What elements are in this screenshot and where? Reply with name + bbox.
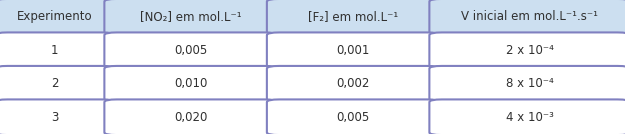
FancyBboxPatch shape [429, 0, 625, 35]
FancyBboxPatch shape [267, 0, 439, 35]
FancyBboxPatch shape [0, 99, 114, 134]
Text: 3: 3 [51, 111, 58, 124]
FancyBboxPatch shape [104, 99, 277, 134]
Text: 0,002: 0,002 [336, 77, 370, 90]
Text: 0,010: 0,010 [174, 77, 208, 90]
FancyBboxPatch shape [0, 0, 114, 35]
FancyBboxPatch shape [0, 32, 114, 68]
Text: [NO₂] em mol.L⁻¹: [NO₂] em mol.L⁻¹ [140, 10, 241, 23]
FancyBboxPatch shape [267, 99, 439, 134]
FancyBboxPatch shape [429, 66, 625, 102]
Text: 0,001: 0,001 [336, 44, 370, 57]
FancyBboxPatch shape [429, 32, 625, 68]
FancyBboxPatch shape [104, 32, 277, 68]
FancyBboxPatch shape [267, 66, 439, 102]
Text: 4 x 10⁻³: 4 x 10⁻³ [506, 111, 554, 124]
Text: Experimento: Experimento [17, 10, 92, 23]
Text: 0,005: 0,005 [174, 44, 208, 57]
Text: 0,020: 0,020 [174, 111, 208, 124]
FancyBboxPatch shape [0, 66, 114, 102]
Text: V inicial em mol.L⁻¹.s⁻¹: V inicial em mol.L⁻¹.s⁻¹ [461, 10, 598, 23]
Text: 0,005: 0,005 [336, 111, 370, 124]
FancyBboxPatch shape [429, 99, 625, 134]
Text: 2: 2 [51, 77, 59, 90]
FancyBboxPatch shape [104, 66, 277, 102]
FancyBboxPatch shape [267, 32, 439, 68]
Text: [F₂] em mol.L⁻¹: [F₂] em mol.L⁻¹ [308, 10, 398, 23]
Text: 1: 1 [51, 44, 59, 57]
Text: 8 x 10⁻⁴: 8 x 10⁻⁴ [506, 77, 554, 90]
FancyBboxPatch shape [104, 0, 277, 35]
Text: 2 x 10⁻⁴: 2 x 10⁻⁴ [506, 44, 554, 57]
